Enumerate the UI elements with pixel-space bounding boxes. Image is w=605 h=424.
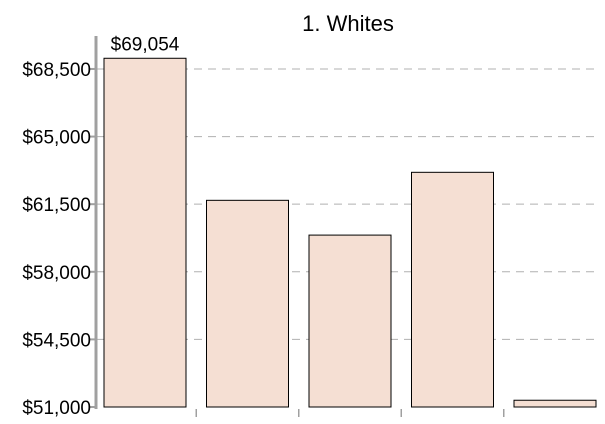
bar: [308, 234, 392, 408]
data-label: $69,054: [111, 34, 180, 55]
data-labels: $69,054: [111, 34, 180, 55]
x-ticks: [195, 409, 505, 417]
bar: [411, 171, 494, 408]
y-tick-labels: $51,000 $54,500 $58,000 $61,500 $65,000 $68,5…: [22, 60, 91, 419]
y-tick-label: $65,000: [22, 128, 91, 149]
bars: [103, 57, 597, 408]
y-tick-label: $51,000: [22, 398, 91, 419]
bar: [103, 57, 187, 408]
bar: [513, 399, 597, 408]
y-tick-label: $58,000: [22, 263, 91, 284]
y-tick-label: $54,500: [22, 330, 91, 351]
y-tick-label: $68,500: [22, 60, 91, 81]
bar: [206, 199, 289, 408]
y-tick-label: $61,500: [22, 195, 91, 216]
y-axis: [90, 36, 98, 409]
chart-title: 1. Whites: [302, 11, 394, 36]
